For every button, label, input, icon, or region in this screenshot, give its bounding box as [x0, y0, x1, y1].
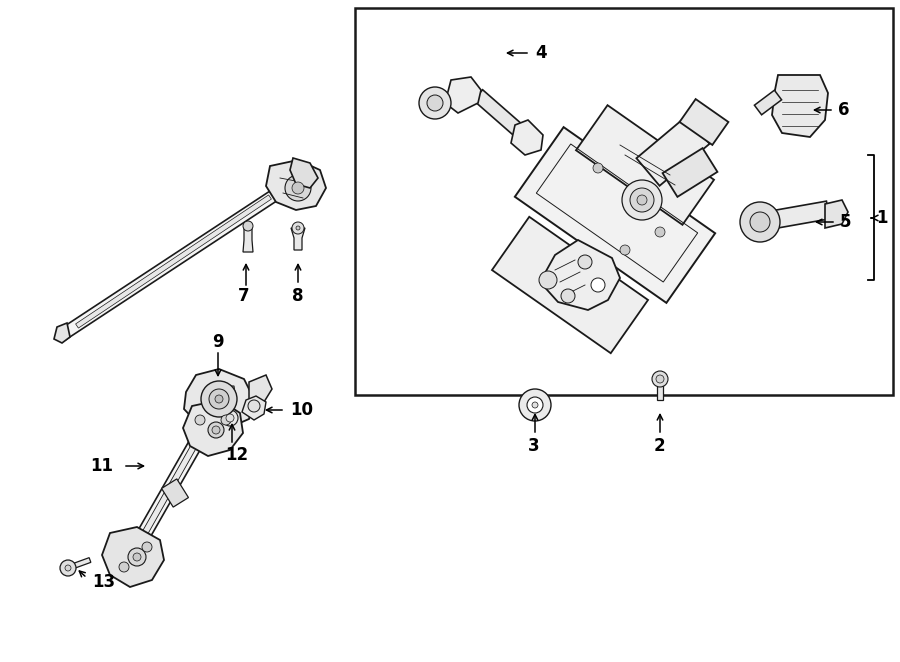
- Polygon shape: [225, 386, 235, 394]
- Circle shape: [215, 395, 223, 403]
- Circle shape: [637, 195, 647, 205]
- Text: 12: 12: [225, 446, 248, 464]
- Polygon shape: [511, 120, 543, 155]
- Polygon shape: [445, 77, 481, 113]
- Polygon shape: [102, 527, 164, 587]
- Text: 3: 3: [528, 437, 540, 455]
- Circle shape: [427, 95, 443, 111]
- Polygon shape: [473, 90, 523, 135]
- Circle shape: [248, 400, 260, 412]
- Circle shape: [212, 426, 220, 434]
- Circle shape: [620, 245, 630, 255]
- Polygon shape: [161, 479, 188, 507]
- Polygon shape: [266, 160, 326, 210]
- Text: 8: 8: [292, 287, 303, 305]
- Circle shape: [652, 371, 668, 387]
- Text: 6: 6: [838, 101, 850, 119]
- Circle shape: [561, 289, 575, 303]
- Text: 4: 4: [535, 44, 546, 62]
- Polygon shape: [492, 216, 648, 354]
- Circle shape: [655, 227, 665, 237]
- Text: 7: 7: [238, 287, 249, 305]
- Circle shape: [656, 375, 664, 383]
- Circle shape: [133, 553, 141, 561]
- Circle shape: [296, 226, 300, 230]
- Circle shape: [226, 414, 234, 422]
- Polygon shape: [249, 375, 272, 402]
- Bar: [355, 8, 893, 395]
- Circle shape: [195, 415, 205, 425]
- Circle shape: [622, 180, 662, 220]
- Circle shape: [593, 163, 603, 173]
- Polygon shape: [76, 195, 272, 328]
- Polygon shape: [825, 200, 848, 228]
- Circle shape: [119, 562, 129, 572]
- Text: 1: 1: [876, 209, 887, 227]
- Polygon shape: [576, 105, 714, 225]
- Text: 10: 10: [290, 401, 313, 419]
- Polygon shape: [657, 379, 663, 400]
- Circle shape: [60, 560, 76, 576]
- Circle shape: [208, 422, 224, 438]
- Circle shape: [292, 182, 304, 194]
- Circle shape: [630, 188, 654, 212]
- Circle shape: [578, 255, 592, 269]
- Polygon shape: [134, 428, 205, 549]
- Circle shape: [591, 278, 605, 292]
- Polygon shape: [54, 323, 70, 343]
- Circle shape: [539, 271, 557, 289]
- Circle shape: [128, 548, 146, 566]
- Text: 11: 11: [90, 457, 113, 475]
- Circle shape: [292, 222, 304, 234]
- Polygon shape: [662, 148, 717, 197]
- Polygon shape: [680, 99, 728, 145]
- Circle shape: [201, 381, 237, 417]
- Polygon shape: [183, 400, 243, 456]
- Circle shape: [221, 415, 231, 425]
- Polygon shape: [243, 226, 253, 252]
- Circle shape: [519, 389, 551, 421]
- Circle shape: [65, 565, 71, 571]
- Polygon shape: [242, 396, 266, 420]
- Polygon shape: [58, 180, 293, 340]
- Polygon shape: [184, 369, 254, 429]
- Polygon shape: [68, 557, 91, 571]
- Circle shape: [419, 87, 451, 119]
- Circle shape: [222, 410, 238, 426]
- Circle shape: [243, 221, 253, 231]
- Circle shape: [740, 202, 780, 242]
- Polygon shape: [290, 158, 318, 188]
- Polygon shape: [291, 228, 305, 250]
- Circle shape: [142, 542, 152, 552]
- Circle shape: [285, 175, 311, 201]
- Polygon shape: [754, 90, 781, 115]
- Text: 5: 5: [840, 213, 851, 231]
- Text: 13: 13: [92, 573, 115, 591]
- Polygon shape: [515, 127, 716, 303]
- Polygon shape: [126, 418, 214, 559]
- Text: 9: 9: [212, 333, 223, 351]
- Text: 2: 2: [654, 437, 666, 455]
- Circle shape: [750, 212, 770, 232]
- Polygon shape: [759, 201, 830, 231]
- Circle shape: [532, 402, 538, 408]
- Polygon shape: [772, 75, 828, 137]
- Circle shape: [527, 397, 543, 413]
- Polygon shape: [540, 240, 620, 310]
- Polygon shape: [636, 117, 709, 186]
- Circle shape: [209, 389, 229, 409]
